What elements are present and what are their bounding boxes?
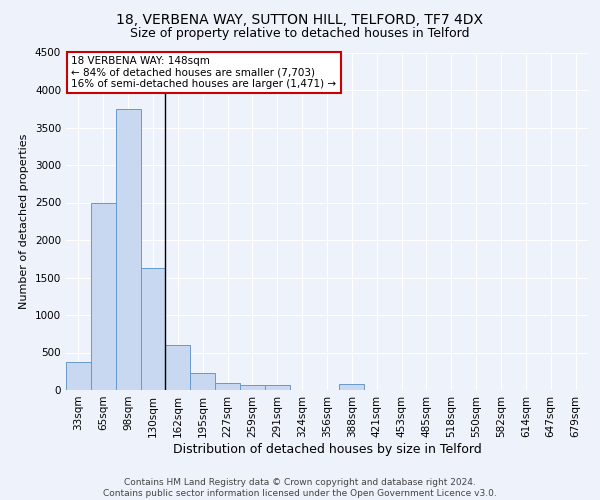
- Bar: [166, 345, 190, 390]
- Text: Contains HM Land Registry data © Crown copyright and database right 2024.
Contai: Contains HM Land Registry data © Crown c…: [103, 478, 497, 498]
- Text: 18 VERBENA WAY: 148sqm
← 84% of detached houses are smaller (7,703)
16% of semi-: 18 VERBENA WAY: 148sqm ← 84% of detached…: [71, 56, 337, 89]
- Y-axis label: Number of detached properties: Number of detached properties: [19, 134, 29, 309]
- Bar: [190, 373, 215, 390]
- Bar: [340, 384, 364, 390]
- Text: 18, VERBENA WAY, SUTTON HILL, TELFORD, TF7 4DX: 18, VERBENA WAY, SUTTON HILL, TELFORD, T…: [116, 12, 484, 26]
- Bar: [116, 109, 140, 390]
- Bar: [66, 362, 91, 390]
- X-axis label: Distribution of detached houses by size in Telford: Distribution of detached houses by size …: [173, 442, 481, 456]
- Bar: [265, 385, 290, 390]
- Bar: [215, 382, 240, 390]
- Bar: [91, 202, 116, 390]
- Text: Size of property relative to detached houses in Telford: Size of property relative to detached ho…: [130, 28, 470, 40]
- Bar: [140, 268, 166, 390]
- Bar: [240, 385, 265, 390]
